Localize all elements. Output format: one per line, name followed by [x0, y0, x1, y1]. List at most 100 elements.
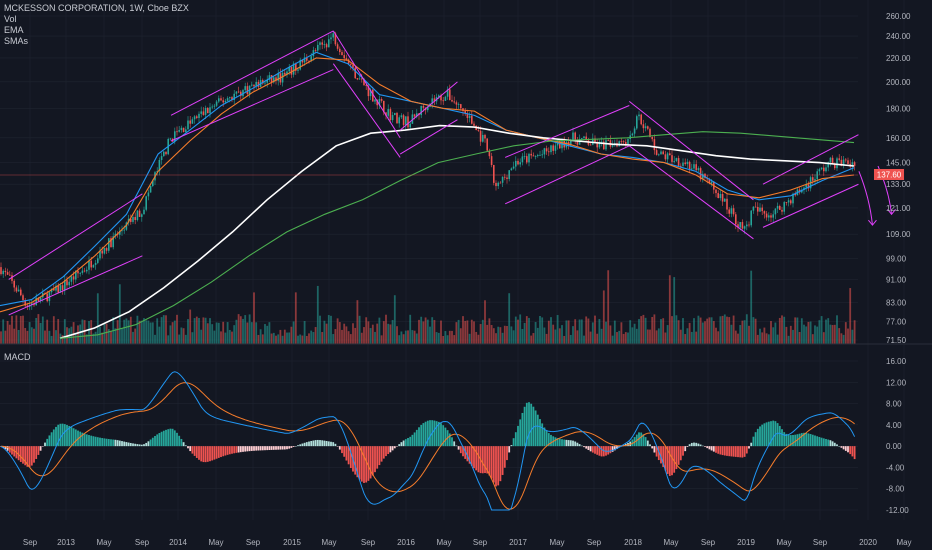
channel-upper-line: [332, 30, 401, 139]
macd-axis[interactable]: 16.00 12.00 8.00 4.00 0.00 -4.00 -8.00 -12.00: [886, 357, 909, 515]
candle-body: [750, 210, 752, 226]
macd-histogram-bar: [66, 424, 68, 447]
candle-body: [39, 297, 42, 302]
projection-arrowhead: [868, 219, 877, 226]
macd-histogram-bar: [466, 446, 469, 462]
macd-histogram-bar: [600, 446, 603, 457]
macd-histogram-bar: [591, 446, 594, 453]
indicator-vol[interactable]: Vol: [4, 14, 17, 24]
candle-body: [213, 105, 216, 107]
candle-body: [385, 112, 387, 116]
volume-bar: [400, 331, 403, 344]
price-tick-label: 109.00: [886, 230, 911, 239]
macd-histogram-bar: [671, 446, 673, 476]
macd-histogram-bar: [184, 445, 187, 447]
macd-histogram-bar: [266, 446, 269, 451]
candle-body: [101, 250, 103, 254]
macd-histogram-bar: [503, 446, 506, 468]
indicator-ema[interactable]: EMA: [4, 25, 24, 35]
candle-body: [328, 39, 330, 48]
volume-bar: [536, 327, 539, 344]
candle-body: [477, 130, 480, 131]
volume-bar: [484, 300, 486, 344]
volume-bar: [629, 320, 632, 344]
macd-histogram-bar: [140, 444, 143, 447]
volume-bar: [301, 335, 304, 344]
volume-bar: [437, 332, 440, 344]
macd-histogram-bar: [385, 446, 387, 457]
candle-body: [400, 115, 403, 118]
volume-bar: [0, 331, 2, 344]
candle-body: [2, 270, 4, 275]
candle-body: [114, 233, 117, 237]
macd-histogram-bar: [774, 421, 777, 447]
volume-bar: [244, 315, 247, 344]
volume-bar: [807, 321, 810, 344]
candle-body: [202, 111, 205, 115]
macd-histogram-bar: [682, 446, 684, 456]
macd-histogram-bar: [578, 444, 581, 447]
price-axis[interactable]: 260.00 240.00 220.00 200.00 180.00 160.00 145.…: [886, 12, 911, 345]
candle-body: [420, 105, 422, 116]
volume-bar: [220, 331, 222, 344]
candle-body: [222, 100, 224, 103]
macd-histogram-bar: [365, 446, 368, 483]
volume-bar: [39, 322, 42, 344]
macd-histogram-bar: [765, 422, 768, 447]
macd-histogram-bar: [255, 446, 258, 451]
volume-bar: [37, 314, 40, 344]
macd-histogram-bar: [6, 446, 9, 451]
volume-bar: [701, 322, 704, 344]
candle-body: [50, 288, 53, 293]
macd-histogram-bar: [420, 424, 423, 447]
macd-signal-line: [0, 382, 855, 510]
macd-histogram-bar: [798, 433, 801, 447]
macd-histogram-bar: [440, 423, 442, 447]
volume-bar: [811, 334, 814, 344]
volume-bar: [266, 325, 269, 344]
candle-body: [79, 272, 81, 274]
macd-histogram-bar: [475, 446, 478, 471]
volume-bar: [356, 300, 359, 344]
candle-body: [86, 269, 88, 272]
volume-bar: [50, 335, 53, 344]
volume-bar: [556, 315, 559, 344]
macd-histogram-bar: [55, 426, 57, 447]
volume-bar: [510, 326, 513, 344]
candle-body: [262, 80, 264, 84]
indicator-smas[interactable]: SMAs: [4, 36, 29, 46]
volume-bar: [543, 327, 546, 344]
macd-histogram-bar: [435, 421, 438, 447]
candle-body: [66, 280, 68, 286]
volume-bar: [622, 333, 625, 344]
candle-body: [55, 285, 57, 291]
candle-body: [671, 155, 673, 162]
volume-bar: [114, 328, 117, 344]
candle-body: [178, 130, 180, 132]
macd-title[interactable]: MACD: [4, 352, 31, 362]
volume-bar: [26, 330, 29, 344]
volume-bar: [721, 315, 724, 344]
volume-bar: [433, 320, 436, 344]
macd-histogram-bar: [664, 446, 667, 471]
volume-bar: [213, 330, 216, 344]
candle-body: [596, 142, 598, 148]
volume-bar: [545, 333, 548, 344]
macd-histogram-bar: [444, 427, 447, 447]
grid-lines: [0, 0, 905, 520]
macd-histogram-bar: [391, 446, 394, 451]
macd-histogram-bar: [158, 432, 161, 447]
volume-bar: [391, 320, 394, 344]
volume-bar: [754, 318, 757, 344]
channel-upper-line: [762, 134, 859, 185]
symbol-title[interactable]: MCKESSON CORPORATION, 1W, Cboe BZX: [4, 3, 189, 13]
candle-body: [35, 297, 37, 306]
macd-histogram-bar: [563, 439, 566, 447]
candle-body: [644, 126, 647, 129]
candle-body: [409, 123, 411, 128]
volume-bar: [466, 320, 469, 344]
time-axis[interactable]: Sep 2013 May Sep 2014 May Sep 2015 May Sep 2016 May…: [23, 538, 912, 547]
volume-bar: [490, 325, 493, 344]
candle-body: [224, 100, 227, 103]
